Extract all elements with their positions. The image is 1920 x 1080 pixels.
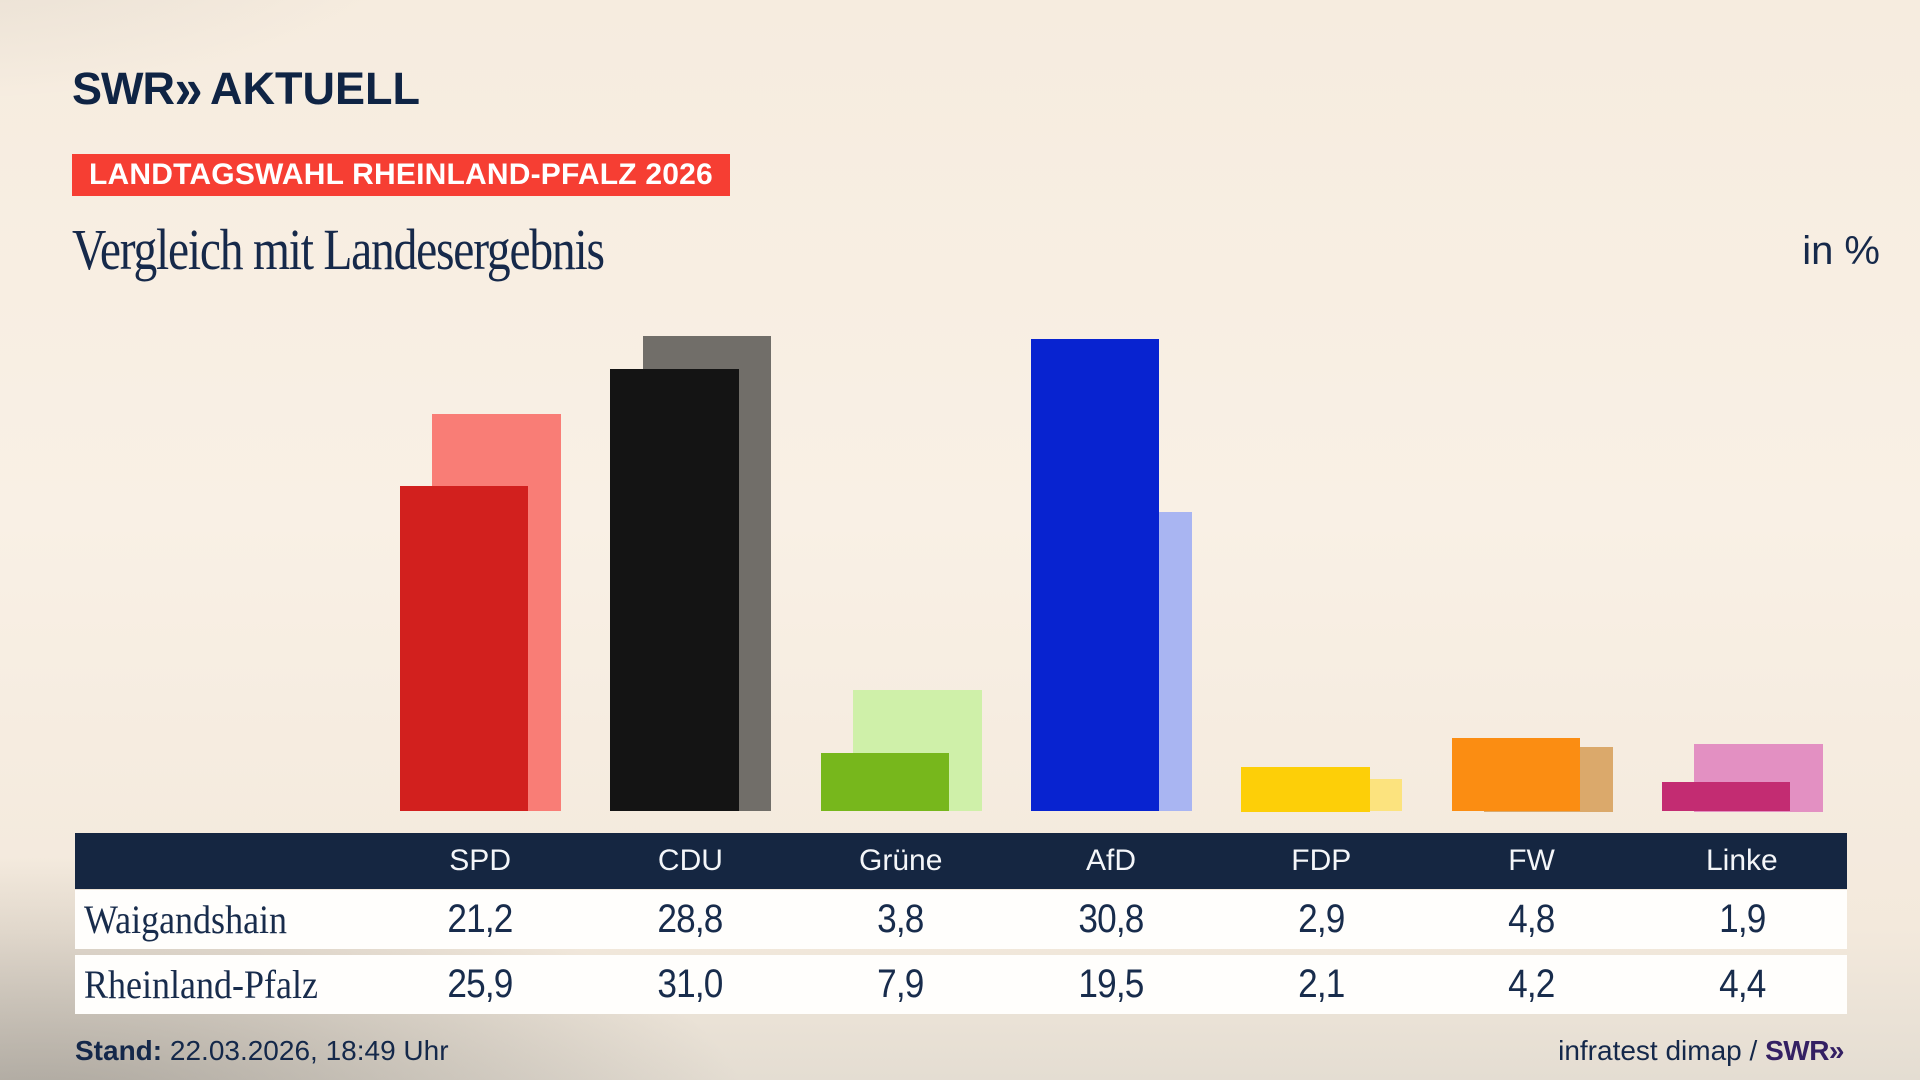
logo-chevrons-icon: »	[174, 56, 203, 121]
value-cell: 30,8	[1078, 897, 1144, 941]
row-label: Waigandshain	[84, 897, 288, 942]
bar-grüne-waigandshain	[820, 753, 949, 812]
column-header-fw: FW	[1508, 844, 1555, 877]
bar-cdu-waigandshain	[610, 369, 739, 812]
logo-swr-text: SWR	[72, 63, 175, 114]
swr-aktuell-logo: SWR» AKTUELL	[72, 60, 421, 116]
column-header-afd: AfD	[1085, 844, 1136, 877]
election-badge: LANDTAGSWAHL RHEINLAND-PFALZ 2026	[72, 154, 730, 196]
table-header-row: SPD CDU Grüne AfD FDP FW Linke	[75, 833, 1847, 889]
bar-spd-waigandshain	[399, 486, 529, 812]
bar-afd-waigandshain	[1030, 338, 1160, 812]
value-cell: 7,9	[877, 962, 925, 1006]
value-cell: 4,2	[1508, 962, 1555, 1006]
bar-linke-rheinland-pfalz	[1694, 744, 1823, 812]
value-cell: 21,2	[447, 897, 514, 941]
unit-label: in %	[1802, 229, 1880, 273]
timestamp: Stand: 22.03.2026, 18:49 Uhr	[75, 1034, 449, 1068]
stand-label: Stand:	[75, 1035, 163, 1066]
bar-afd-rheinland-pfalz	[1063, 512, 1192, 812]
bar-cdu-rheinland-pfalz	[642, 335, 772, 812]
row-label: Rheinland-Pfalz	[84, 962, 318, 1007]
table-corner-cell	[75, 833, 375, 889]
stand-value: 22.03.2026, 18:49 Uhr	[162, 1035, 449, 1066]
bar-fw-waigandshain	[1451, 737, 1580, 812]
column-header-fdp: FDP	[1291, 844, 1352, 877]
bar-fdp-waigandshain	[1241, 767, 1370, 812]
value-cell: 2,9	[1298, 897, 1345, 941]
column-header-spd: SPD	[449, 844, 511, 877]
column-header-gruene: Grüne	[859, 844, 943, 877]
bar-fw-rheinland-pfalz	[1484, 747, 1613, 812]
value-cell: 1,9	[1718, 897, 1766, 941]
source-attribution: infratest dimap / SWR»	[1558, 1034, 1844, 1068]
bar-linke-waigandshain	[1661, 782, 1791, 812]
column-header-cdu: CDU	[657, 844, 723, 877]
table-row-rheinland-pfalz: Rheinland-Pfalz 25,9 31,0 7,9 19,5 2,1 4…	[75, 955, 1847, 1014]
source-text: infratest dimap /	[1558, 1035, 1766, 1066]
bar-grüne-rheinland-pfalz	[853, 690, 982, 812]
footer: Stand: 22.03.2026, 18:49 Uhr infratest d…	[75, 1034, 1844, 1068]
value-cell: 25,9	[447, 962, 514, 1006]
value-cell: 4,4	[1718, 962, 1766, 1006]
value-cell: 28,8	[657, 897, 724, 941]
chart-title: Vergleich mit Landesergebnis	[72, 217, 605, 282]
results-table: SPD CDU Grüne AfD FDP FW Linke Waigandsh…	[75, 833, 1847, 1014]
value-cell: 31,0	[657, 962, 724, 1006]
bar-spd-rheinland-pfalz	[432, 413, 561, 812]
value-cell: 3,8	[877, 897, 925, 941]
value-cell: 4,8	[1508, 897, 1555, 941]
value-cell: 2,1	[1298, 962, 1345, 1006]
source-swr-logo: SWR»	[1765, 1035, 1844, 1066]
bar-fdp-rheinland-pfalz	[1273, 779, 1403, 812]
logo-aktuell-text: AKTUELL	[210, 63, 421, 114]
value-cell: 19,5	[1078, 962, 1144, 1006]
table-row-waigandshain: Waigandshain 21,2 28,8 3,8 30,8 2,9 4,8 …	[75, 890, 1847, 949]
column-header-linke: Linke	[1705, 844, 1778, 877]
